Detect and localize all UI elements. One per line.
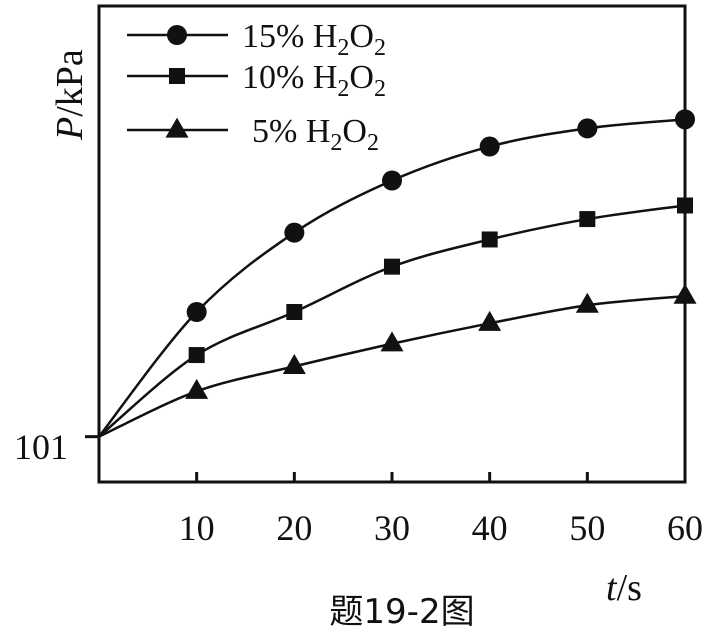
figure-caption: 题19-2图 xyxy=(329,592,474,632)
x-tick-label-60: 60 xyxy=(667,508,703,548)
series-line-triangle xyxy=(98,294,686,438)
legend-label-square: 10% H2O2 xyxy=(242,59,386,102)
y-tick-label-101: 101 xyxy=(14,427,68,467)
data-point-triangle-50 xyxy=(575,292,599,313)
series-triangle xyxy=(98,283,697,438)
data-point-circle-30 xyxy=(382,170,402,191)
y-axis-label: P/kPa xyxy=(49,49,91,141)
legend-marker-triangle xyxy=(165,117,189,138)
x-tick-label-30: 30 xyxy=(374,508,410,548)
legend-text-name-sub2: 2 xyxy=(374,76,386,102)
y-axis-unit: /kPa xyxy=(49,49,91,117)
series-square xyxy=(98,197,693,438)
data-point-circle-20 xyxy=(284,222,305,243)
legend-text-name-sub2: 2 xyxy=(374,35,386,61)
data-point-triangle-20 xyxy=(282,354,306,374)
y-axis-var: P xyxy=(49,117,91,141)
series-layer xyxy=(98,109,697,438)
x-axis-label: t/s xyxy=(606,567,642,609)
x-tick-label-10: 10 xyxy=(179,508,215,548)
series-line-circle xyxy=(98,118,686,438)
legend-text-name-sub2: 2 xyxy=(367,130,379,156)
data-point-square-40 xyxy=(481,231,498,248)
x-tick-label-50: 50 xyxy=(569,508,605,548)
x-axis-var: t xyxy=(606,567,618,609)
data-point-square-10 xyxy=(188,347,205,364)
legend-marker-circle xyxy=(167,25,187,45)
plot-area: 10 20 30 40 50 60 xyxy=(85,4,703,548)
legend-entry-circle: 15% H2O2 xyxy=(127,18,386,61)
data-point-circle-40 xyxy=(479,136,500,157)
data-point-circle-10 xyxy=(186,302,207,322)
legend-entry-triangle: 5% H2O2 xyxy=(127,113,379,156)
legend-text-name-sub1: 2 xyxy=(337,76,349,102)
legend-text-name-prefix: 10% H xyxy=(242,59,337,96)
data-point-square-50 xyxy=(579,211,596,228)
legend-text-name-prefix: 5% H xyxy=(252,113,330,150)
legend-text-name-mid: O xyxy=(349,59,374,96)
x-tick-label-40: 40 xyxy=(472,508,508,548)
legend-text-name-prefix: 15% H xyxy=(242,18,337,55)
legend-text-name-mid: O xyxy=(342,113,367,150)
series-circle xyxy=(98,109,695,438)
legend-marker-square xyxy=(169,68,185,84)
data-point-circle-50 xyxy=(577,118,598,139)
plot-frame xyxy=(97,4,687,484)
legend-text-name-mid: O xyxy=(349,18,374,55)
data-point-triangle-30 xyxy=(380,331,404,352)
legend-text-name-sub1: 2 xyxy=(330,130,342,156)
data-point-triangle-60 xyxy=(673,283,697,304)
legend-label-triangle: 5% H2O2 xyxy=(252,113,379,156)
data-point-square-30 xyxy=(384,258,400,275)
data-point-square-20 xyxy=(286,304,303,320)
data-point-triangle-40 xyxy=(478,310,502,331)
x-axis-unit: /s xyxy=(617,567,642,609)
legend-entry-square: 10% H2O2 xyxy=(127,59,386,102)
legend-text-name-sub1: 2 xyxy=(337,35,349,61)
data-point-square-60 xyxy=(677,197,693,214)
data-point-triangle-10 xyxy=(185,378,209,399)
legend-label-circle: 15% H2O2 xyxy=(242,18,386,61)
data-point-circle-60 xyxy=(675,109,695,130)
x-tick-label-20: 20 xyxy=(276,508,312,548)
